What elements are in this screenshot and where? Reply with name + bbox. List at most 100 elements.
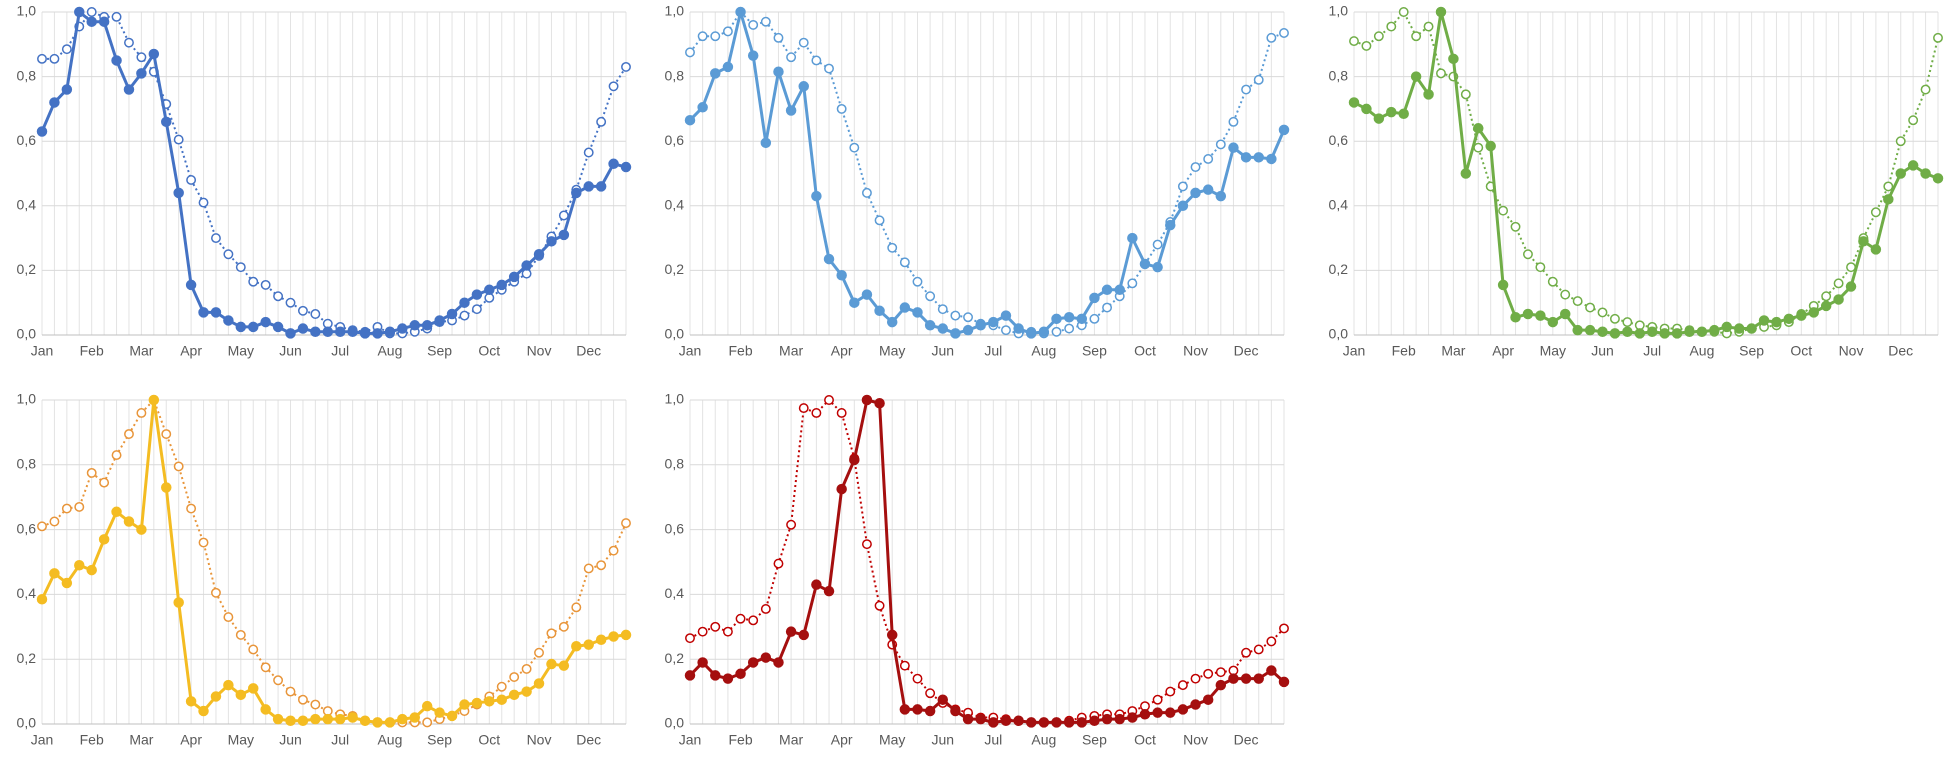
point [1622,326,1633,338]
point [111,11,122,22]
point [272,321,284,333]
point [1127,232,1138,244]
point [235,321,247,333]
point [86,16,97,27]
point [1585,302,1596,313]
point [496,681,507,692]
point [235,689,247,701]
point [786,52,797,63]
point [1266,32,1277,43]
point [583,563,594,574]
point [836,103,847,114]
point [1473,123,1484,134]
point [786,519,797,530]
point [546,658,557,670]
point [1253,74,1264,85]
point [297,323,309,334]
point [310,713,321,725]
x-tick-label: Apr [831,343,853,359]
point [310,699,321,710]
point [975,320,986,331]
point [1228,142,1239,153]
point [248,644,259,655]
point [1279,623,1289,634]
point [1535,262,1546,273]
point [496,694,507,705]
point [1279,28,1289,38]
point [849,142,860,153]
point [1498,205,1509,216]
x-tick-label: Jun [931,732,954,748]
point [1821,291,1832,302]
point [285,297,296,308]
point [86,564,97,576]
point [849,454,860,466]
point [434,707,445,718]
y-tick-label: 0,4 [17,585,37,601]
point [1684,326,1695,338]
series-line [42,11,627,335]
point [1398,7,1409,17]
point [1721,321,1733,333]
x-tick-label: Dec [1234,732,1259,748]
point [37,521,47,532]
point [773,657,784,668]
point [1063,717,1075,728]
point [735,6,746,18]
point [684,670,696,681]
y-tick-label: 0,2 [665,261,685,277]
point [1448,53,1459,65]
point [1572,296,1583,307]
point [210,691,222,702]
panel: 0,0 0,2 0,4 0,6 0,8 1,0 Jan Feb Mar Apr May Jun Jul A… [665,3,1290,359]
x-tick-label: Jan [31,343,54,359]
point [409,320,421,331]
point [988,316,999,328]
point [124,37,134,48]
point [260,662,271,673]
point [322,713,334,725]
point [583,639,594,650]
point [534,647,544,658]
x-tick-label: Dec [1888,343,1913,359]
point [722,626,733,637]
point [937,323,949,334]
point [74,501,85,512]
point [1139,258,1151,270]
y-tick-label: 0,0 [17,715,37,731]
point [748,19,759,30]
point [1241,84,1252,95]
point [1089,313,1100,324]
point [1435,6,1447,18]
y-tick-label: 0,0 [665,326,685,342]
point [824,63,834,74]
point [1241,647,1252,658]
x-tick-label: Sep [427,732,452,748]
point [471,289,483,300]
point [710,670,721,681]
point [747,50,759,61]
point [697,102,708,113]
point [798,403,809,414]
point [899,302,911,313]
point [1051,313,1062,325]
point [446,308,458,320]
point [459,297,470,308]
point [1202,694,1214,705]
point [1177,704,1189,715]
point [211,233,221,244]
x-tick-label: Jul [1643,343,1661,359]
point [1870,244,1882,255]
point [111,55,122,66]
point [285,715,296,727]
point [1089,715,1100,727]
point [1796,310,1807,321]
point [1177,680,1188,691]
point [1634,328,1646,339]
point [1152,239,1163,250]
point [836,483,847,495]
point [210,307,222,318]
series-line [40,398,627,724]
point [173,461,184,472]
point [409,712,421,723]
